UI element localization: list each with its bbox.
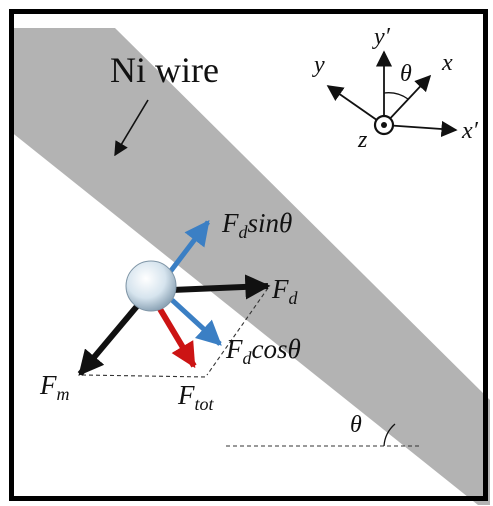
fd-sin-label: Fdsinθ xyxy=(221,208,292,242)
wire-label: Ni wire xyxy=(110,50,219,90)
theta-axes-label: θ xyxy=(400,61,412,87)
fd-cos-label: Fdcosθ xyxy=(225,334,301,368)
fd-cos-arrow xyxy=(170,298,222,346)
fm-arrow xyxy=(77,303,141,376)
dashed-line-fd-to-ftot xyxy=(206,287,269,376)
y-prime-label: y′ xyxy=(372,24,391,50)
fd-label: Fd xyxy=(271,274,299,308)
y-label: y xyxy=(312,52,325,78)
ftot-label: Ftot xyxy=(177,380,215,414)
axes-theta-arc xyxy=(383,92,409,100)
x-prime-label: x′ xyxy=(461,118,479,144)
x-prime-axis xyxy=(383,120,458,138)
figure-border xyxy=(9,9,488,501)
fd-arrow xyxy=(171,274,271,300)
z-axis-dot xyxy=(381,122,387,128)
ni-wire-band xyxy=(10,28,490,505)
magnetic-bead xyxy=(125,260,177,312)
dashed-line-fm-to-ftot xyxy=(81,374,208,378)
z-label: z xyxy=(357,127,368,153)
x-axis xyxy=(383,74,432,126)
fm-label: Fm xyxy=(39,370,70,404)
fd-sin-arrow xyxy=(168,220,210,274)
wire-pointer-arrow xyxy=(114,99,149,157)
x-label: x xyxy=(441,50,453,76)
ftot-arrow xyxy=(157,307,197,369)
coordinate-axes: y′ y θ x x′ z xyxy=(312,24,479,153)
y-axis xyxy=(326,85,385,126)
angle-theta-label: θ xyxy=(350,412,362,438)
angle-arc xyxy=(383,423,396,447)
